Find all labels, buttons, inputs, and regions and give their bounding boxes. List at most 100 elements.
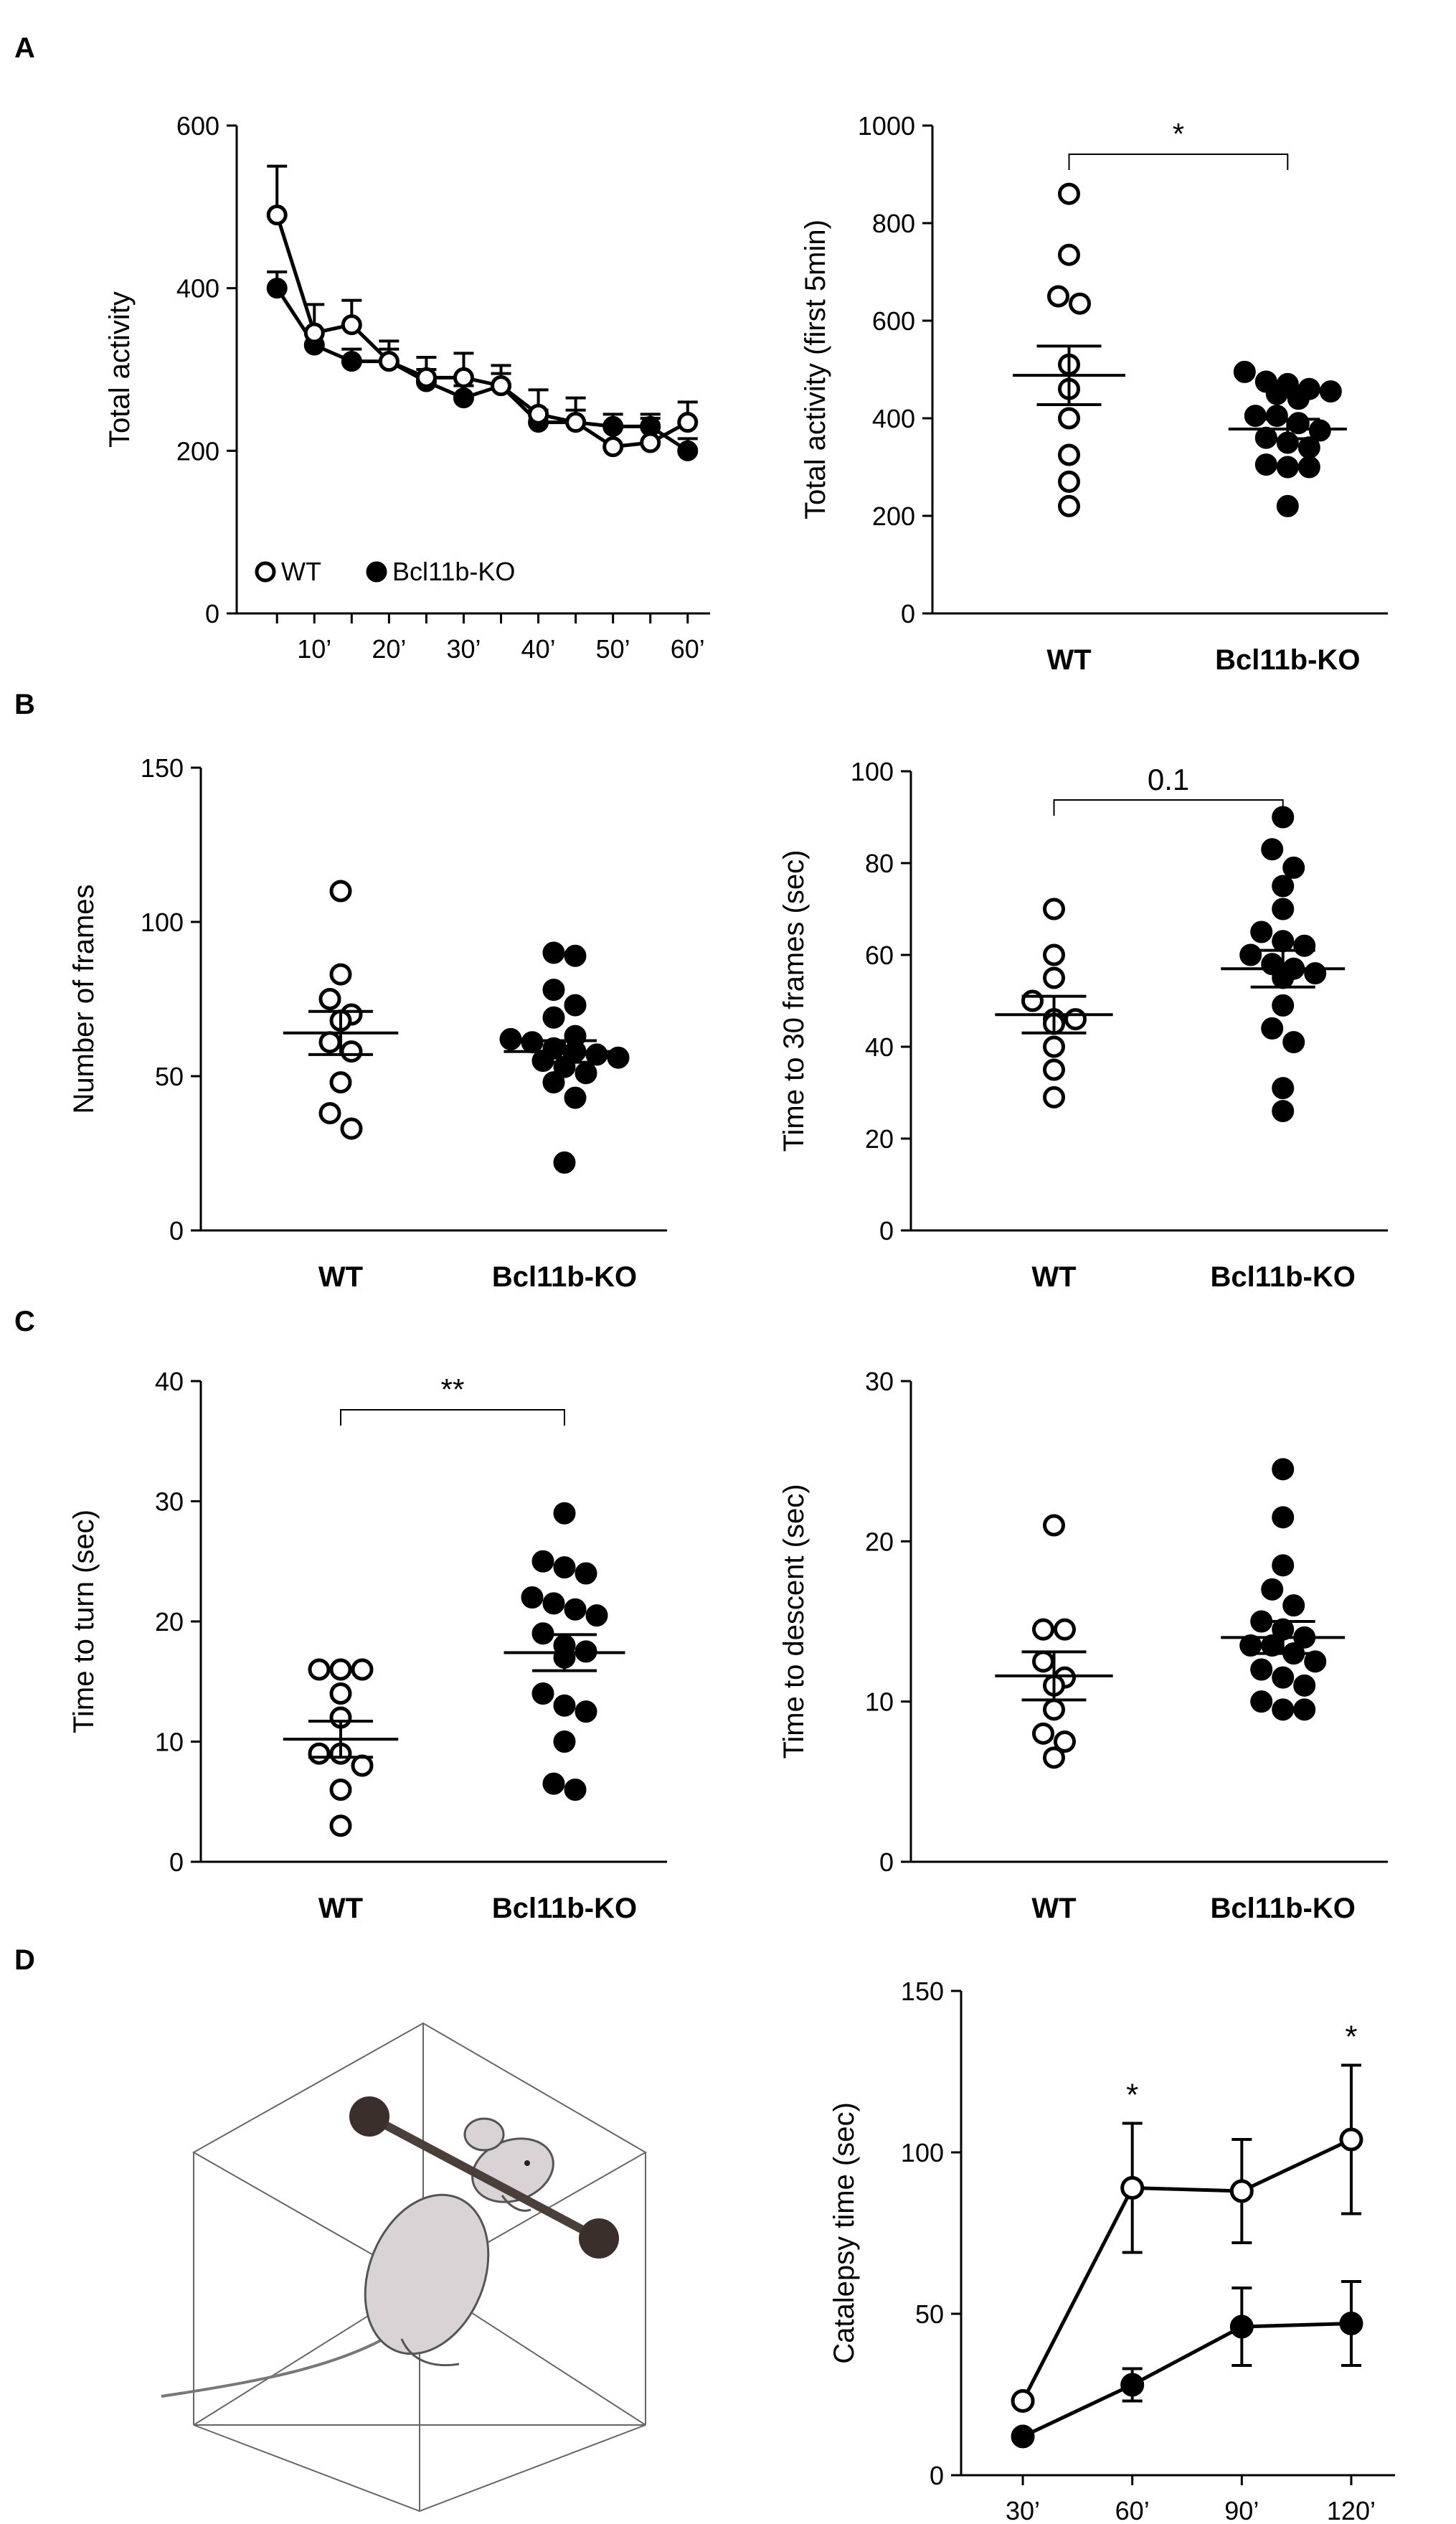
data-point-bcl11b-ko [1293, 1698, 1316, 1721]
mouse-body [364, 2193, 490, 2355]
data-point-bcl11b-ko [677, 440, 699, 461]
y-tick-label: 0 [169, 1216, 184, 1245]
data-point-wt [1043, 1058, 1065, 1081]
data-point-wt [491, 375, 512, 397]
data-point-bcl11b-ko [1319, 380, 1342, 403]
data-point-bcl11b-ko [542, 1592, 565, 1615]
data-point-wt [303, 322, 325, 344]
data-point-bcl11b-ko [1282, 856, 1305, 879]
series-line-bcl11b-ko [1021, 2322, 1352, 2439]
data-point-bcl11b-ko [453, 387, 474, 409]
data-point-bcl11b-ko [1261, 1017, 1284, 1040]
chart-B2: 0 20 40 60 80 100 Time to 30 frames (sec) WT Bcl… [778, 757, 1388, 1293]
data-point-wt [351, 1658, 374, 1681]
data-point-wt [378, 351, 400, 372]
x-category-label: Bcl11b-KO [492, 1893, 637, 1924]
mouse-hindleg [400, 2338, 460, 2367]
y-axis-label: Time to descent (sec) [778, 1484, 810, 1758]
x-category-label: WT [1031, 1893, 1076, 1924]
y-tick-label: 30 [155, 1487, 184, 1517]
data-point-wt [329, 1071, 352, 1094]
y-tick-label: 800 [872, 209, 915, 238]
data-point-bcl11b-ko [1272, 1458, 1295, 1481]
data-point-bcl11b-ko [499, 1027, 522, 1050]
y-axis-label: Number of frames [68, 884, 100, 1113]
data-point-bcl11b-ko [1250, 1658, 1273, 1681]
y-tick-label: 80 [865, 849, 894, 878]
data-point-bcl11b-ko [542, 979, 565, 1002]
chart-A1: 0 200 400 600 Total activity 10’ 20’ 30’ 40’ 50’ 6… [104, 111, 710, 664]
series-line-wt [1021, 2137, 1353, 2402]
data-point-wt [1058, 243, 1080, 266]
x-category-label: WT [318, 1893, 363, 1924]
data-point-bcl11b-ko [553, 1556, 576, 1579]
data-point-wt [1043, 1698, 1065, 1721]
data-point-wt [340, 1117, 363, 1140]
data-point-wt [329, 1658, 352, 1681]
x-category-label: WT [1031, 1261, 1076, 1293]
bar-end-right [579, 2218, 619, 2259]
data-point-wt [1058, 182, 1080, 205]
data-point-bcl11b-ko [1233, 360, 1256, 383]
data-point-bcl11b-ko [531, 1682, 554, 1705]
y-tick-label: 0 [901, 599, 915, 628]
data-point-bcl11b-ko [521, 1031, 544, 1054]
y-tick-label: 20 [865, 1124, 894, 1154]
data-point-bcl11b-ko [1276, 456, 1299, 479]
data-point-wt [341, 314, 362, 336]
data-point-bcl11b-ko [1272, 875, 1295, 898]
data-point-wt [1054, 1730, 1076, 1753]
x-tick-label: 90’ [1224, 2496, 1259, 2524]
significance-label: ** [441, 1372, 465, 1406]
significance-label: * [1345, 2020, 1357, 2055]
data-point-bcl11b-ko [1276, 494, 1299, 517]
data-point-bcl11b-ko [1120, 2373, 1145, 2397]
significance-label: * [1126, 2078, 1138, 2113]
data-point-wt [1054, 1618, 1076, 1641]
y-tick-label: 150 [141, 753, 184, 783]
x-category-label: Bcl11b-KO [1211, 1261, 1356, 1293]
data-point-bcl11b-ko [1272, 1100, 1295, 1123]
data-point-bcl11b-ko [1272, 994, 1295, 1017]
y-tick-label: 400 [872, 404, 915, 433]
legend-marker-wt [255, 561, 276, 583]
y-tick-label: 40 [865, 1032, 894, 1062]
data-point-wt [1047, 285, 1069, 308]
y-tick-label: 50 [155, 1062, 184, 1091]
y-tick-label: 0 [879, 1216, 894, 1245]
legend-label: Bcl11b-KO [392, 557, 515, 586]
data-point-bcl11b-ko [1287, 387, 1310, 410]
data-point-wt [677, 412, 699, 433]
data-point-wt [565, 412, 587, 433]
series-line-wt [275, 214, 689, 449]
holding-bar [365, 2112, 603, 2243]
data-point-bcl11b-ko [1250, 1690, 1273, 1713]
y-tick-label: 20 [865, 1527, 894, 1556]
data-point-bcl11b-ko [531, 1550, 554, 1573]
data-point-wt [528, 403, 549, 425]
data-point-bcl11b-ko [1272, 1666, 1295, 1689]
data-point-bcl11b-ko [1261, 1578, 1284, 1601]
data-point-wt [1043, 898, 1065, 920]
data-point-bcl11b-ko [1250, 920, 1273, 943]
data-point-bcl11b-ko [1265, 382, 1288, 405]
x-category-label: Bcl11b-KO [1211, 1893, 1356, 1924]
data-point-wt [1043, 943, 1065, 966]
data-point-bcl11b-ko [266, 278, 288, 299]
panel-letter-d: D [14, 1944, 35, 1976]
chart-D2: 0 50 100 150 Catalepsy time (sec) 30’ 60’ 90’ 12… [828, 1977, 1395, 2524]
data-point-wt [308, 1658, 331, 1681]
data-point-wt [1058, 443, 1080, 466]
y-tick-label: 200 [176, 436, 219, 466]
mouse-tail [161, 2337, 384, 2398]
y-tick-label: 0 [169, 1847, 184, 1877]
mouse-eye [524, 2160, 530, 2166]
y-tick-label: 200 [872, 501, 915, 531]
data-point-bcl11b-ko [1282, 1594, 1305, 1617]
data-point-bcl11b-ko [542, 941, 565, 964]
y-tick-label: 10 [155, 1728, 184, 1757]
data-point-bcl11b-ko [553, 1730, 576, 1753]
data-point-wt [266, 204, 288, 226]
data-point-bcl11b-ko [1304, 1650, 1327, 1673]
